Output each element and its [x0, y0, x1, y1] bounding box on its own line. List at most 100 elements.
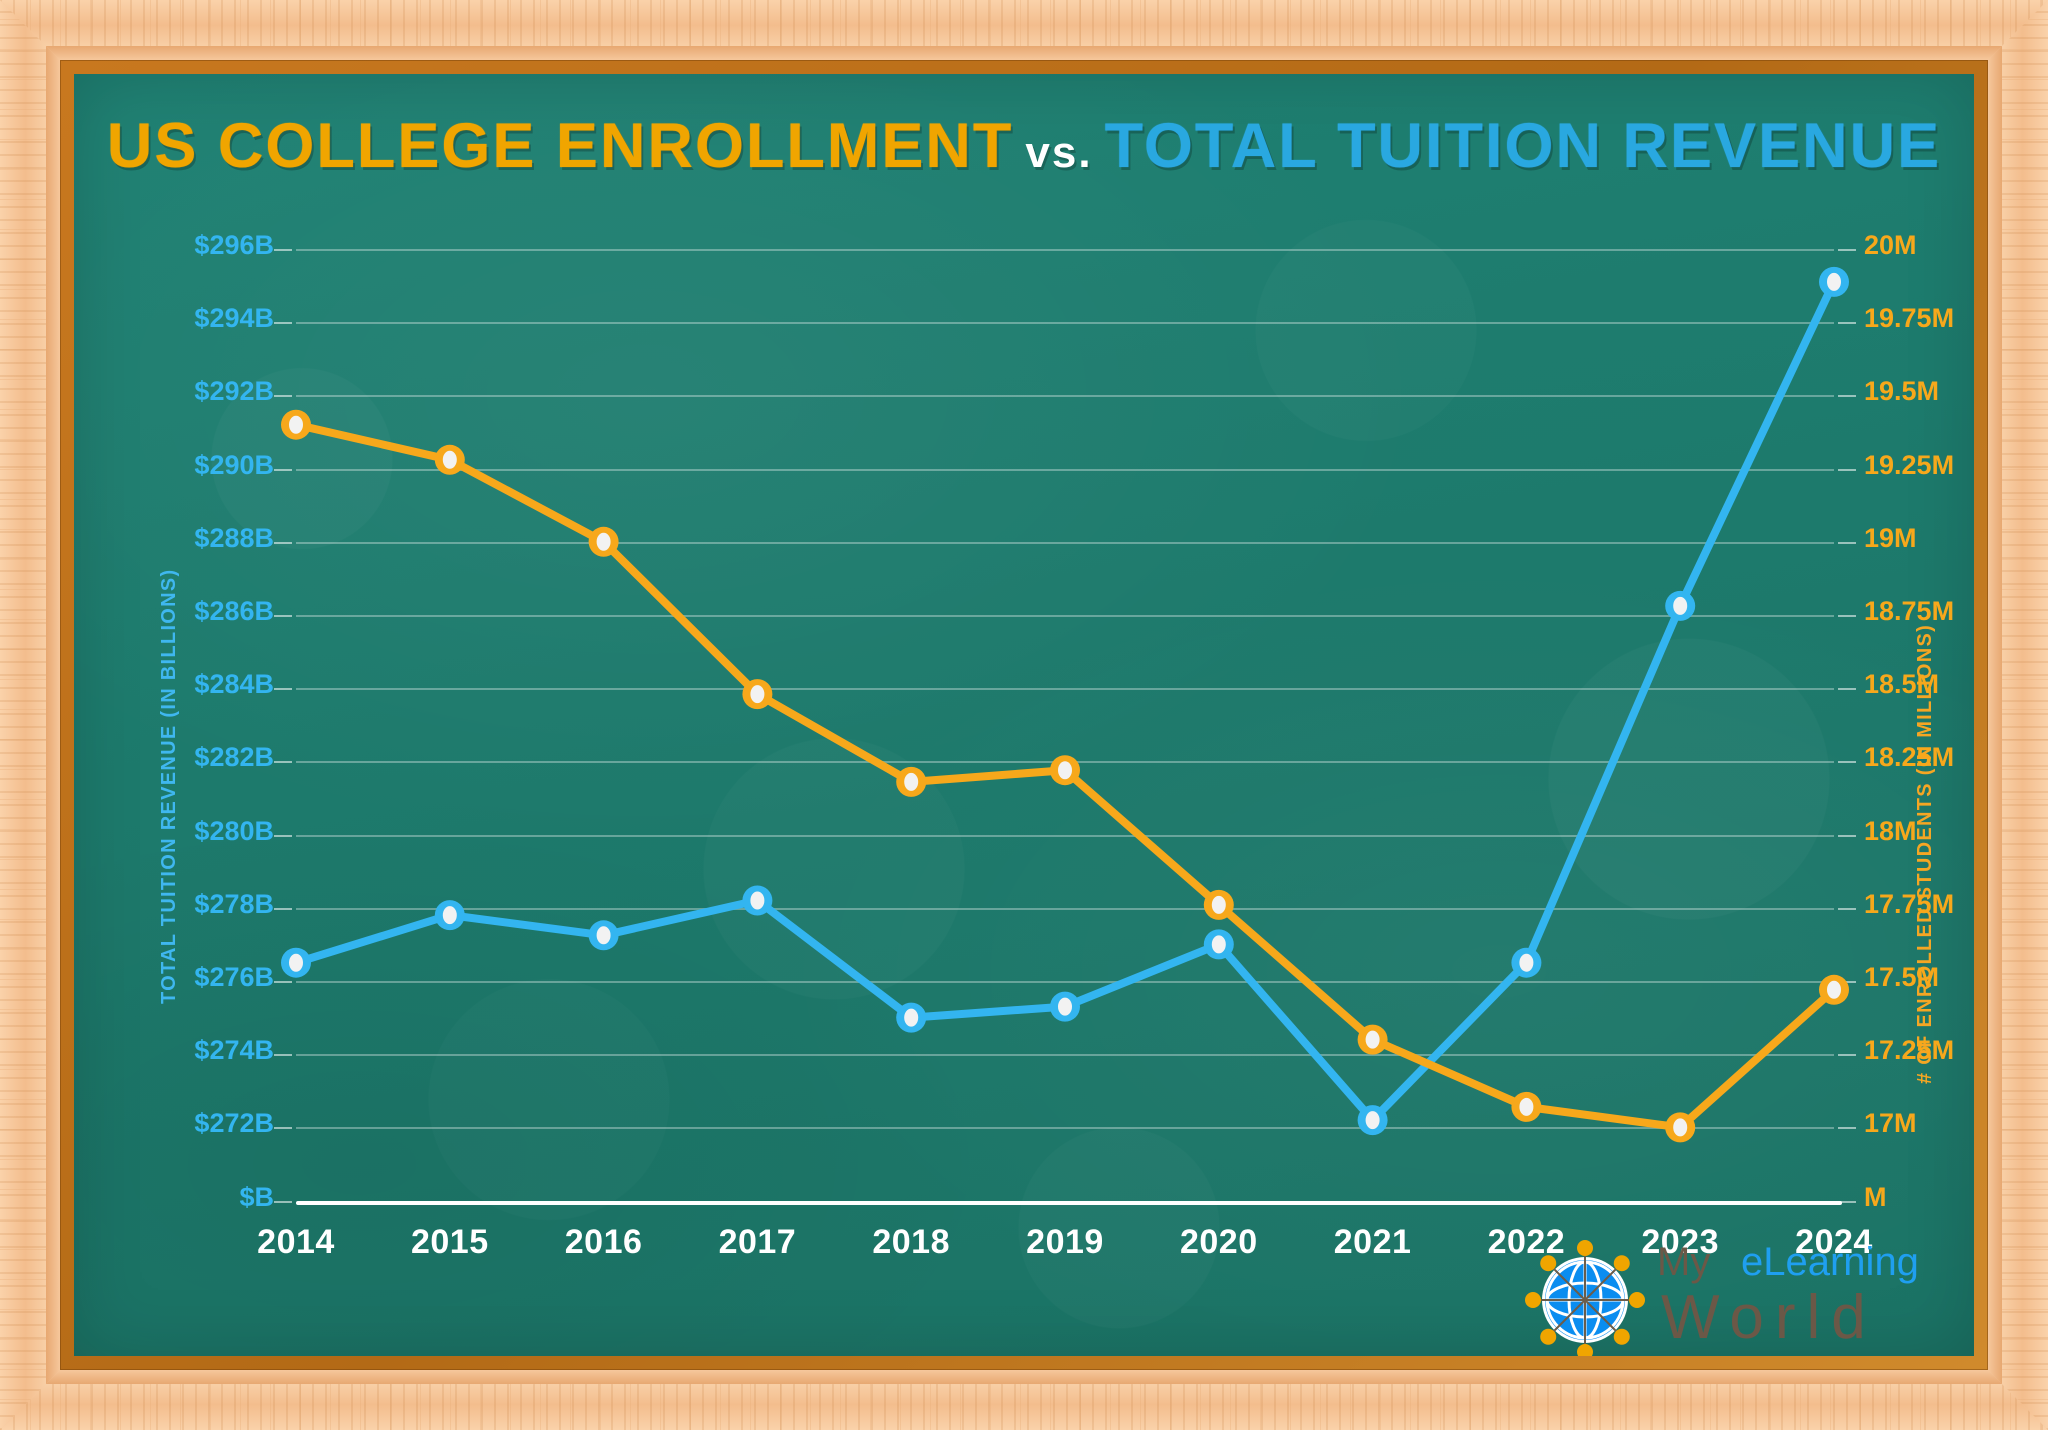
data-point-marker[interactable] [1827, 980, 1841, 999]
logo-ray-dot [1613, 1255, 1630, 1272]
data-point-marker[interactable] [1211, 935, 1226, 954]
chalkboard: US COLLEGE ENROLLMENT vs. TOTAL TUITION RE… [74, 74, 1974, 1356]
data-point-marker[interactable] [1211, 895, 1226, 914]
page-title: US COLLEGE ENROLLMENT vs. TOTAL TUITION RE… [74, 110, 1974, 182]
right-axis-tickmark [1838, 1127, 1856, 1130]
right-axis-tick-label: 18.75M [1864, 596, 1955, 626]
left-axis-tickmark [274, 688, 292, 691]
right-axis-tickmark [1838, 615, 1856, 617]
data-point-marker[interactable] [1058, 997, 1072, 1016]
right-axis-tickmark [1838, 322, 1856, 325]
x-axis-tick-label: 2014 [257, 1222, 335, 1261]
left-axis-tickmark [274, 907, 292, 910]
left-axis-tickmark [274, 322, 292, 325]
right-axis-tickmark [1838, 907, 1856, 910]
series-enrollment [281, 409, 1849, 1143]
data-point-marker[interactable] [596, 532, 611, 551]
left-axis-tick-label: $280B [194, 815, 274, 846]
data-point-marker[interactable] [289, 953, 303, 972]
x-axis-tick-label: 2017 [718, 1222, 797, 1261]
x-axis-tick-label: 2022 [1487, 1222, 1566, 1261]
left-axis-tickmark [274, 761, 292, 764]
gridline [296, 1127, 1834, 1130]
left-axis-tickmark [274, 981, 292, 983]
data-point-marker[interactable] [289, 415, 303, 434]
left-axis-tickmark [274, 468, 292, 471]
frame-plank-left [0, 0, 46, 1430]
logo-ray-dot [1613, 1328, 1630, 1345]
left-axis-tick-label: $284B [194, 669, 274, 700]
right-axis-tickmark [1838, 834, 1856, 837]
left-axis-tick-label: $288B [194, 522, 274, 553]
gridline [296, 395, 1834, 398]
left-axis-tickmark [274, 615, 292, 617]
left-axis-tick-label: $290B [194, 449, 274, 480]
data-point-marker[interactable] [1827, 272, 1841, 291]
gridline [296, 468, 1834, 471]
frame-plank-bottom [0, 1384, 2048, 1430]
data-point-marker[interactable] [442, 450, 457, 469]
right-axis-tickmark [1838, 541, 1856, 544]
data-point-marker[interactable] [1365, 1111, 1380, 1130]
left-axis-tick-label: $278B [194, 888, 274, 919]
right-axis-tickmark [1838, 249, 1856, 251]
data-point-marker[interactable] [442, 906, 457, 925]
right-axis-tick-label: 19.5M [1864, 376, 1940, 407]
left-axis-tick-label: $276B [194, 962, 274, 992]
x-axis-tick-label: 2021 [1333, 1222, 1412, 1261]
right-axis-tickmark [1838, 761, 1856, 764]
right-axis-tick-label: 19.25M [1864, 449, 1955, 480]
data-point-marker[interactable] [750, 685, 765, 704]
x-axis-tick-label: 2019 [1026, 1222, 1104, 1261]
left-axis-tick-label: $292B [194, 376, 274, 407]
title-part-enrollment: US COLLEGE ENROLLMENT [106, 111, 1014, 181]
x-axis-line [296, 1200, 1842, 1205]
logo-ray-dot [1629, 1292, 1645, 1308]
data-point-marker[interactable] [904, 1008, 919, 1027]
data-point-marker[interactable] [1365, 1030, 1380, 1049]
x-axis-tick-label: 2024 [1795, 1222, 1873, 1261]
data-point-marker[interactable] [1519, 953, 1534, 972]
gridline [296, 1054, 1834, 1057]
right-axis-tickmark [1838, 468, 1856, 471]
data-point-marker[interactable] [1058, 761, 1072, 780]
line-chart: TOTAL TUITION REVENUE (IN BILLIONS) # OF… [74, 74, 1974, 1356]
right-axis-tick-label: 18.25M [1864, 742, 1955, 773]
title-part-revenue: TOTAL TUITION REVENUE [1104, 111, 1942, 181]
gridline [296, 541, 1834, 544]
right-axis-tick-label: 19.75M [1864, 303, 1955, 334]
logo-text-elearning: eLearning [1741, 1240, 1919, 1284]
left-axis-tick-label: $272B [194, 1108, 274, 1139]
right-axis-tickmark [1838, 1054, 1856, 1057]
left-axis-tickmark [274, 249, 292, 251]
left-axis-tick-label: $294B [194, 303, 274, 334]
data-point-marker[interactable] [750, 891, 765, 910]
right-axis-tick-label: 18M [1864, 815, 1917, 846]
globe-icon [1525, 1240, 1645, 1356]
right-axis-tick-label: 19M [1864, 522, 1917, 553]
frame-plank-right [2002, 0, 2048, 1430]
data-point-marker[interactable] [1519, 1097, 1534, 1116]
logo-ray [1584, 1300, 1586, 1352]
right-axis-tick-label: 17.5M [1864, 962, 1940, 992]
data-point-marker[interactable] [1673, 596, 1688, 615]
x-axis-tick-label: 2020 [1179, 1222, 1258, 1261]
left-axis-tickmark [274, 395, 292, 398]
data-point-marker[interactable] [596, 926, 611, 945]
left-axis-tickmark [274, 1127, 292, 1130]
data-point-marker[interactable] [904, 772, 919, 791]
data-point-marker[interactable] [1673, 1118, 1688, 1137]
x-axis-tick-label: 2018 [872, 1222, 950, 1261]
right-axis-tickmark [1838, 981, 1856, 983]
logo-text-my: My [1657, 1240, 1711, 1284]
frame-plank-top [0, 0, 2048, 46]
gridline [296, 615, 1834, 617]
right-axis-tick-label: 17.25M [1864, 1035, 1955, 1066]
brand-logo[interactable]: My eLearning World [1525, 1234, 1929, 1356]
left-axis-tickmark [274, 834, 292, 837]
frame-bevel-bottom [46, 1370, 2002, 1384]
left-axis-tick-label: $274B [194, 1035, 274, 1066]
gridline [296, 981, 1834, 983]
right-axis-tickmark [1838, 688, 1856, 691]
